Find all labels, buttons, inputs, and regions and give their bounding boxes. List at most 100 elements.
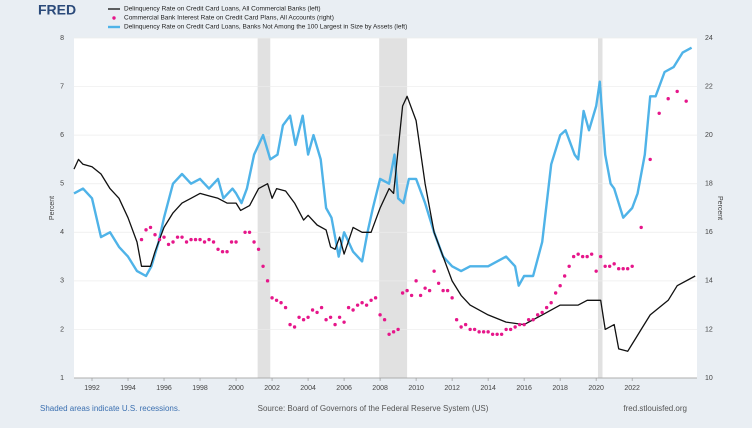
data-point bbox=[297, 315, 301, 319]
data-point bbox=[292, 325, 297, 329]
data-point bbox=[382, 318, 387, 322]
data-point bbox=[337, 315, 342, 319]
data-point bbox=[607, 264, 612, 268]
data-point bbox=[207, 237, 211, 242]
data-point bbox=[162, 235, 166, 239]
data-point bbox=[409, 293, 414, 298]
data-point bbox=[229, 240, 234, 244]
data-point bbox=[549, 301, 553, 305]
data-point bbox=[477, 330, 481, 334]
x-tick-label: 2000 bbox=[228, 385, 244, 392]
x-tick-label: 2004 bbox=[300, 385, 316, 392]
legend-label: Commercial Bank Interest Rate on Credit … bbox=[124, 15, 334, 22]
data-point bbox=[171, 240, 175, 244]
data-point bbox=[220, 250, 225, 254]
data-point bbox=[351, 308, 355, 312]
data-point bbox=[166, 242, 171, 247]
data-point bbox=[400, 291, 405, 295]
data-point bbox=[598, 254, 603, 259]
data-point bbox=[373, 296, 378, 300]
data-point bbox=[184, 240, 189, 244]
data-point bbox=[243, 230, 247, 234]
data-point bbox=[508, 327, 513, 332]
y-tick-label: 7 bbox=[60, 83, 64, 90]
y-tick-label: 3 bbox=[60, 278, 64, 285]
data-point bbox=[589, 252, 594, 256]
data-point bbox=[310, 308, 315, 312]
data-point bbox=[675, 89, 679, 94]
data-point bbox=[319, 305, 324, 310]
data-point bbox=[454, 318, 459, 322]
x-tick-label: 1998 bbox=[192, 385, 208, 392]
data-point bbox=[148, 225, 153, 230]
data-point bbox=[603, 264, 607, 268]
x-tick-label: 1992 bbox=[84, 385, 100, 392]
data-point bbox=[346, 305, 351, 310]
data-point bbox=[387, 332, 391, 336]
y2-tick-label: 20 bbox=[705, 132, 713, 139]
y-tick-label: 4 bbox=[60, 229, 64, 236]
data-point bbox=[189, 237, 193, 242]
data-point bbox=[463, 322, 468, 327]
y2-tick-label: 18 bbox=[705, 181, 713, 188]
y-tick-label: 1 bbox=[60, 375, 64, 382]
x-tick-label: 2022 bbox=[624, 385, 640, 392]
data-point bbox=[153, 233, 157, 237]
data-point bbox=[423, 286, 427, 290]
data-point bbox=[418, 293, 423, 298]
data-point bbox=[328, 315, 333, 319]
data-point bbox=[283, 305, 288, 310]
data-point bbox=[342, 320, 346, 324]
data-point bbox=[324, 318, 328, 322]
data-point bbox=[405, 288, 409, 293]
recession-shade bbox=[597, 38, 603, 378]
data-point bbox=[333, 322, 337, 327]
x-tick-label: 2018 bbox=[552, 385, 568, 392]
y2-tick-label: 24 bbox=[705, 35, 713, 42]
data-point bbox=[144, 228, 148, 232]
legend-label: Delinquency Rate on Credit Card Loans, A… bbox=[124, 6, 321, 13]
data-point bbox=[558, 284, 562, 288]
data-point bbox=[666, 97, 670, 101]
x-tick-label: 2008 bbox=[372, 385, 388, 392]
y2-tick-label: 12 bbox=[705, 326, 713, 333]
data-point bbox=[531, 318, 535, 322]
data-point bbox=[175, 235, 180, 239]
data-point bbox=[198, 237, 202, 242]
x-tick-label: 2012 bbox=[444, 385, 460, 392]
y-tick-label: 5 bbox=[60, 181, 64, 188]
data-point bbox=[427, 288, 432, 293]
data-point bbox=[522, 322, 526, 327]
data-point bbox=[301, 318, 306, 322]
data-point bbox=[369, 298, 373, 302]
data-point bbox=[594, 269, 598, 273]
data-point bbox=[432, 269, 436, 273]
data-point bbox=[657, 111, 661, 115]
data-point bbox=[391, 330, 396, 334]
data-point bbox=[306, 315, 310, 319]
data-point bbox=[364, 303, 369, 307]
data-point bbox=[567, 264, 571, 268]
y2-tick-label: 10 bbox=[705, 375, 713, 382]
data-point bbox=[490, 332, 495, 336]
data-point bbox=[468, 327, 472, 332]
y2-tick-label: 16 bbox=[705, 229, 713, 236]
data-point bbox=[436, 281, 441, 285]
y-axis-label: Percent bbox=[49, 196, 56, 220]
data-point bbox=[315, 310, 319, 315]
data-point bbox=[270, 296, 274, 300]
data-point bbox=[256, 247, 261, 251]
data-point bbox=[616, 267, 621, 271]
data-point bbox=[544, 305, 549, 310]
recession-shade bbox=[379, 38, 408, 378]
data-point bbox=[445, 288, 450, 293]
data-point bbox=[234, 240, 238, 244]
data-point bbox=[486, 330, 490, 334]
source: Source: Board of Governors of the Federa… bbox=[258, 404, 489, 413]
y2-tick-label: 14 bbox=[705, 278, 713, 285]
x-tick-label: 2006 bbox=[336, 385, 352, 392]
data-point bbox=[274, 298, 279, 302]
data-point bbox=[211, 240, 216, 244]
legend-marker bbox=[112, 16, 116, 20]
x-tick-label: 2010 bbox=[408, 385, 424, 392]
